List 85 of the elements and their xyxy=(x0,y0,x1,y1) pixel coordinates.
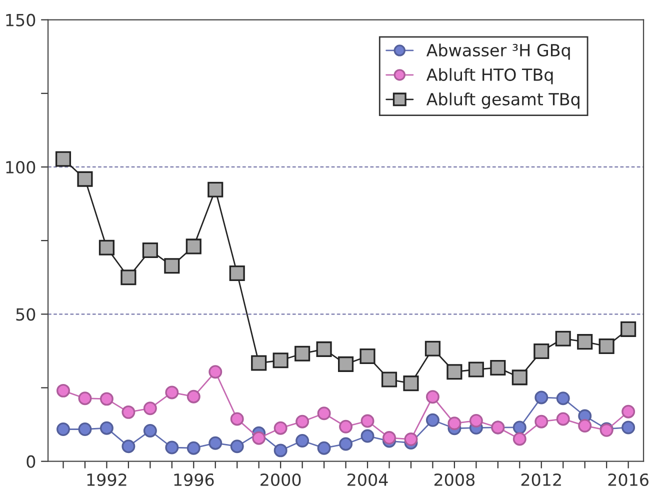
point xyxy=(490,360,506,376)
point xyxy=(252,431,266,445)
point xyxy=(143,402,157,416)
point xyxy=(556,412,570,426)
point xyxy=(251,355,267,371)
point xyxy=(186,390,200,404)
point xyxy=(208,365,222,379)
point xyxy=(142,242,158,258)
point xyxy=(55,151,72,167)
point xyxy=(98,240,114,256)
point xyxy=(122,405,136,419)
point xyxy=(165,440,179,454)
point xyxy=(360,348,376,364)
point xyxy=(534,390,548,404)
point xyxy=(229,265,245,282)
point xyxy=(208,436,222,450)
point xyxy=(382,431,396,445)
point xyxy=(100,421,114,435)
point xyxy=(339,420,353,434)
point xyxy=(208,182,224,198)
point xyxy=(468,362,484,378)
point xyxy=(622,404,636,418)
x-tick-label: 1992 xyxy=(87,473,126,486)
point xyxy=(77,171,93,187)
point xyxy=(296,414,310,428)
point xyxy=(78,422,92,436)
point xyxy=(403,376,419,392)
point xyxy=(165,386,179,400)
point xyxy=(598,338,614,354)
y-tick-label: 0 xyxy=(26,455,36,468)
point xyxy=(317,441,331,455)
point xyxy=(360,429,374,443)
point xyxy=(555,330,571,346)
point xyxy=(512,420,526,434)
point xyxy=(274,444,288,458)
legend-label: Abluft gesamt TBq xyxy=(426,92,580,109)
point xyxy=(56,422,70,436)
point xyxy=(404,432,418,446)
x-tick-label: 1996 xyxy=(174,473,214,486)
legend-label: Abwasser ³H GBq xyxy=(426,44,570,60)
point xyxy=(272,352,288,368)
point xyxy=(622,420,636,434)
point xyxy=(56,384,70,398)
point xyxy=(100,392,114,406)
y-tick-label: 100 xyxy=(6,160,36,174)
point xyxy=(534,343,550,360)
point xyxy=(381,372,398,388)
point xyxy=(230,440,244,454)
legend-label: Abluft HTO TBq xyxy=(426,68,553,84)
point xyxy=(578,418,592,432)
x-tick-label: 2016 xyxy=(608,473,648,486)
x-tick-label: 2008 xyxy=(434,473,475,486)
point xyxy=(469,414,483,428)
point xyxy=(426,413,440,427)
point xyxy=(577,334,593,350)
point xyxy=(186,441,200,455)
point xyxy=(426,390,440,404)
point xyxy=(230,412,244,426)
point xyxy=(120,270,136,286)
point xyxy=(534,414,548,428)
point xyxy=(143,424,157,438)
point xyxy=(78,392,92,406)
point xyxy=(186,238,202,254)
point xyxy=(446,364,462,380)
point xyxy=(294,346,310,362)
point xyxy=(512,370,528,386)
point xyxy=(317,406,331,420)
x-tick-label: 2012 xyxy=(521,473,561,486)
y-tick-label: 150 xyxy=(6,14,36,26)
point xyxy=(339,437,353,451)
point xyxy=(360,414,374,428)
point xyxy=(316,341,332,357)
point xyxy=(164,258,180,274)
point xyxy=(620,321,636,337)
point xyxy=(448,416,462,430)
point xyxy=(338,356,354,372)
x-tick-label: 2004 xyxy=(348,473,388,486)
y-tick-label: 50 xyxy=(16,308,36,321)
point xyxy=(274,421,288,435)
point xyxy=(296,434,310,448)
point xyxy=(122,440,136,454)
x-tick-label: 2000 xyxy=(260,473,301,486)
point xyxy=(424,340,440,356)
point xyxy=(556,392,570,406)
point xyxy=(512,432,526,446)
